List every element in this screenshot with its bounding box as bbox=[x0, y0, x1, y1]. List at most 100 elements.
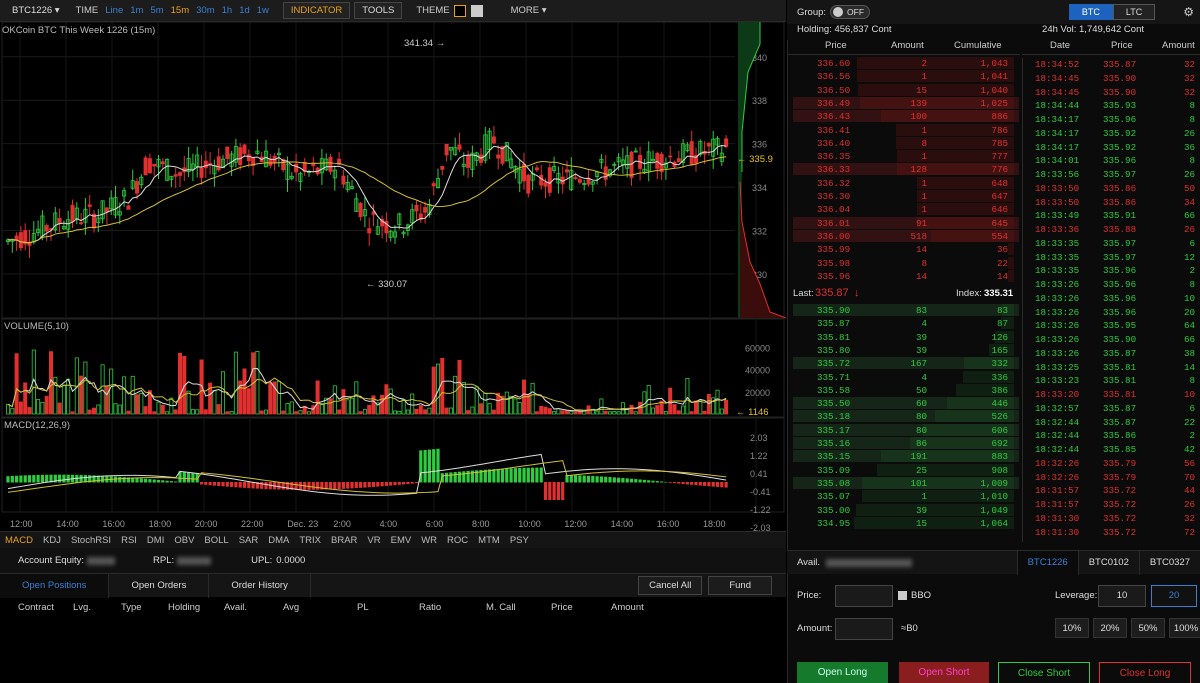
cancel-all-button[interactable]: Cancel All bbox=[638, 576, 703, 595]
period-1h[interactable]: 1h bbox=[221, 5, 233, 16]
ask-row[interactable]: 336.30 1 647 bbox=[787, 190, 1020, 203]
indicator-tab-mtm[interactable]: MTM bbox=[478, 534, 500, 546]
bbo-checkbox[interactable] bbox=[898, 591, 907, 600]
indicator-tab-kdj[interactable]: KDJ bbox=[42, 534, 61, 546]
time-tick: 22:00 bbox=[241, 519, 264, 529]
period-1m[interactable]: 1m bbox=[130, 5, 144, 16]
symbol-select[interactable]: BTC1226 ▾ bbox=[12, 5, 60, 16]
bid-row[interactable]: 335.09 25 908 bbox=[787, 463, 1020, 477]
bid-row[interactable]: 334.95 15 1,064 bbox=[787, 516, 1020, 530]
percent-50-button[interactable]: 50% bbox=[1131, 618, 1165, 638]
ask-row[interactable]: 335.96 14 14 bbox=[787, 269, 1020, 283]
period-1w[interactable]: 1w bbox=[256, 5, 269, 16]
indicator-tab-obv[interactable]: OBV bbox=[174, 534, 195, 546]
price-chart[interactable]: 340 338 336 334 332 330 OKCoin BTC This Week 1… bbox=[0, 21, 787, 533]
indicator-tab-brar[interactable]: BRAR bbox=[331, 534, 358, 546]
amount-input[interactable] bbox=[835, 618, 893, 640]
candle-body bbox=[57, 218, 62, 225]
leverage-20[interactable]: 20 bbox=[1151, 585, 1197, 607]
bid-row[interactable]: 335.72 167 332 bbox=[787, 357, 1020, 370]
ask-row[interactable]: 336.33 128 776 bbox=[787, 163, 1020, 176]
indicator-tab-dma[interactable]: DMA bbox=[268, 534, 290, 546]
ask-row[interactable]: 336.49 139 1,025 bbox=[787, 96, 1020, 110]
ask-row[interactable]: 336.43 100 886 bbox=[787, 110, 1020, 123]
chart-canvas[interactable]: 340 338 336 334 332 330 OKCoin BTC This Week 1… bbox=[0, 21, 787, 533]
bid-row[interactable]: 335.58 50 386 bbox=[787, 383, 1020, 397]
tab-open-positions[interactable]: Open Positions bbox=[0, 573, 110, 598]
theme-dark-swatch[interactable] bbox=[453, 4, 466, 17]
period-5m[interactable]: 5m bbox=[150, 5, 164, 16]
bid-row[interactable]: 335.15 191 883 bbox=[787, 450, 1020, 463]
tools-button[interactable]: TOOLS bbox=[354, 2, 403, 19]
close-long-button[interactable]: Close Long bbox=[1099, 662, 1191, 683]
bid-row[interactable]: 335.71 4 336 bbox=[787, 370, 1020, 384]
fund-button[interactable]: Fund bbox=[708, 576, 772, 595]
trade-time: 18:32:26 bbox=[1035, 471, 1080, 483]
close-short-button[interactable]: Close Short bbox=[998, 662, 1090, 683]
ask-row[interactable]: 336.40 8 785 bbox=[787, 136, 1020, 150]
tab-open-orders[interactable]: Open Orders bbox=[109, 573, 210, 598]
indicator-tab-stochrsi[interactable]: StochRSI bbox=[70, 534, 112, 546]
indicator-tab-roc[interactable]: ROC bbox=[447, 534, 469, 546]
ask-row[interactable]: 335.98 8 22 bbox=[787, 256, 1020, 270]
ask-row[interactable]: 335.99 14 36 bbox=[787, 243, 1020, 256]
gear-icon[interactable]: ⚙ bbox=[1183, 5, 1194, 19]
indicator-tab-boll[interactable]: BOLL bbox=[204, 534, 229, 546]
bid-row[interactable]: 335.90 83 83 bbox=[787, 304, 1020, 317]
indicator-tab-macd[interactable]: MACD bbox=[5, 534, 33, 546]
tab-btc1226[interactable]: BTC1226 bbox=[1016, 550, 1078, 575]
bid-row[interactable]: 335.80 39 165 bbox=[787, 343, 1020, 357]
trade-row: 18:34:01 335.96 8 bbox=[1023, 154, 1200, 167]
ask-row[interactable]: 336.41 1 786 bbox=[787, 123, 1020, 137]
percent-10-button[interactable]: 10% bbox=[1055, 618, 1089, 638]
ask-row[interactable]: 336.00 518 554 bbox=[787, 229, 1020, 243]
more-menu[interactable]: MORE ▾ bbox=[511, 5, 547, 16]
price-input[interactable] bbox=[835, 585, 893, 607]
bid-row[interactable]: 335.50 60 446 bbox=[787, 397, 1020, 410]
bid-row[interactable]: 335.17 80 606 bbox=[787, 423, 1020, 437]
ask-row[interactable]: 336.50 15 1,040 bbox=[787, 83, 1020, 97]
macd-histogram-bar bbox=[346, 482, 350, 489]
indicator-tab-wr[interactable]: WR bbox=[421, 534, 438, 546]
group-toggle[interactable]: OFF bbox=[830, 5, 871, 19]
open-long-button[interactable]: Open Long bbox=[797, 662, 888, 683]
period-15m[interactable]: 15m bbox=[170, 5, 190, 16]
period-30m[interactable]: 30m bbox=[196, 5, 215, 16]
leverage-10[interactable]: 10 bbox=[1098, 585, 1146, 607]
tab-btc0327[interactable]: BTC0327 bbox=[1138, 550, 1200, 575]
ask-row[interactable]: 336.56 1 1,041 bbox=[787, 70, 1020, 83]
bid-row[interactable]: 335.08 101 1,009 bbox=[787, 476, 1020, 490]
indicator-tab-rsi[interactable]: RSI bbox=[121, 534, 137, 546]
bid-row[interactable]: 335.00 39 1,049 bbox=[787, 503, 1020, 517]
period-1d[interactable]: 1d bbox=[239, 5, 250, 16]
indicator-tab-vr[interactable]: VR bbox=[367, 534, 381, 546]
coin-ltc-button[interactable]: LTC bbox=[1112, 4, 1156, 20]
open-short-button[interactable]: Open Short bbox=[899, 662, 989, 683]
percent-100-button[interactable]: 100% bbox=[1169, 618, 1200, 638]
indicator-tab-sar[interactable]: SAR bbox=[238, 534, 259, 546]
ask-row[interactable]: 336.04 1 646 bbox=[787, 203, 1020, 216]
ask-row[interactable]: 336.60 2 1,043 bbox=[787, 57, 1020, 70]
bid-row[interactable]: 335.16 86 692 bbox=[787, 437, 1020, 450]
period-line[interactable]: Line bbox=[105, 5, 124, 16]
bid-row[interactable]: 335.18 80 526 bbox=[787, 410, 1020, 423]
bid-row[interactable]: 335.81 39 126 bbox=[787, 330, 1020, 344]
bid-row[interactable]: 335.07 1 1,010 bbox=[787, 490, 1020, 503]
ask-row[interactable]: 336.35 1 777 bbox=[787, 150, 1020, 163]
tab-btc0102[interactable]: BTC0102 bbox=[1077, 550, 1139, 575]
ask-row[interactable]: 336.01 91 645 bbox=[787, 216, 1020, 230]
indicator-tab-emv[interactable]: EMV bbox=[390, 534, 412, 546]
indicator-tab-dmi[interactable]: DMI bbox=[146, 534, 165, 546]
theme-light-swatch[interactable] bbox=[470, 4, 483, 17]
candle-body bbox=[689, 141, 694, 166]
macd-histogram-bar bbox=[328, 482, 333, 490]
trade-price: 335.93 bbox=[1103, 100, 1137, 112]
ask-row[interactable]: 336.32 1 648 bbox=[787, 176, 1020, 190]
indicator-button[interactable]: INDICATOR bbox=[282, 2, 351, 19]
indicator-tab-trix[interactable]: TRIX bbox=[299, 534, 322, 546]
tab-order-history[interactable]: Order History bbox=[209, 573, 311, 598]
indicator-tab-psy[interactable]: PSY bbox=[509, 534, 529, 546]
percent-20-button[interactable]: 20% bbox=[1093, 618, 1127, 638]
coin-btc-button[interactable]: BTC bbox=[1068, 4, 1113, 20]
bid-row[interactable]: 335.87 4 87 bbox=[787, 317, 1020, 330]
